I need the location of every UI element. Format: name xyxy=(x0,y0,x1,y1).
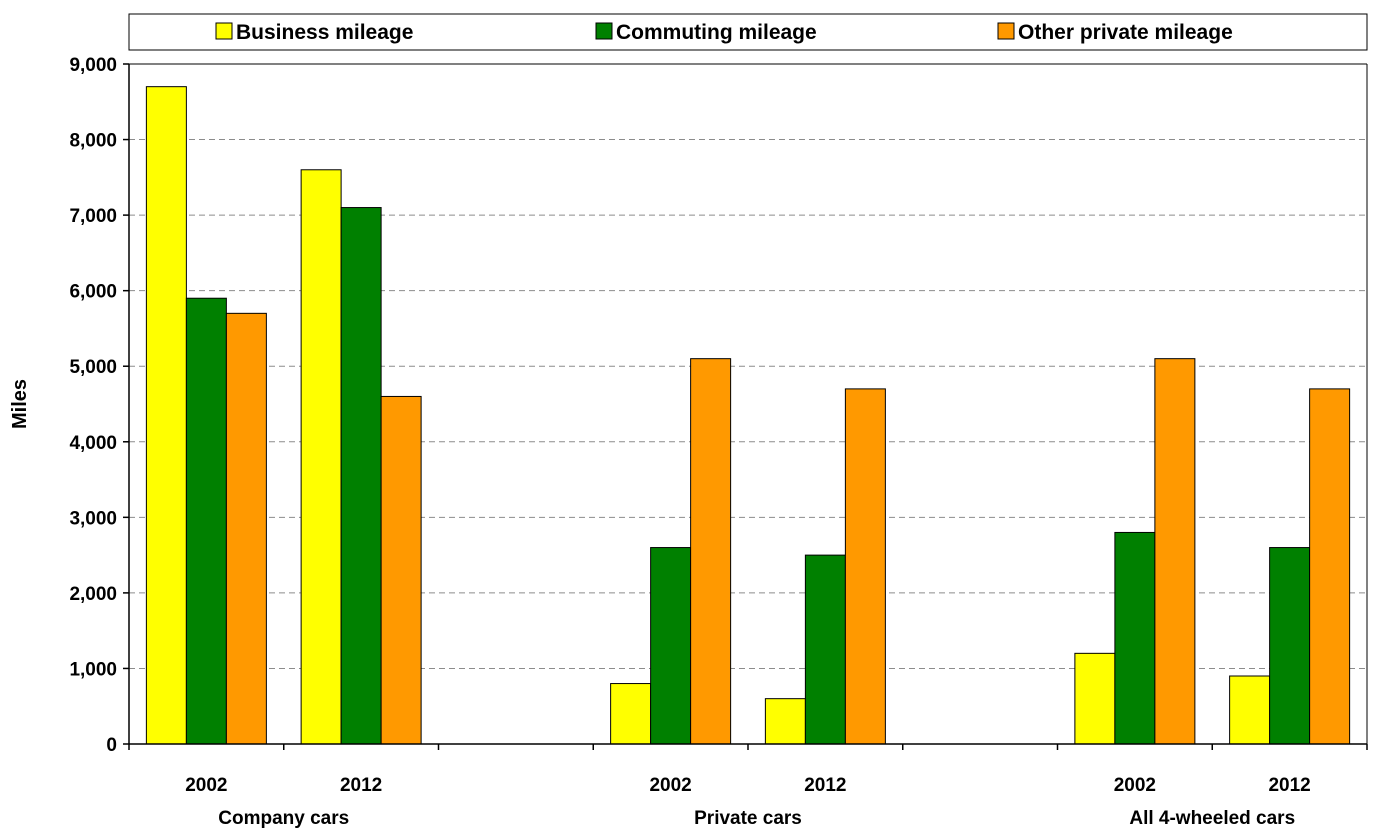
y-tick-label: 5,000 xyxy=(69,357,117,378)
y-axis-ticks: 0 1,000 2,000 3,000 4,000 5,000 6,000 7,000 8,00… xyxy=(69,55,117,756)
y-tick-label: 6,000 xyxy=(69,282,117,303)
bar xyxy=(1154,358,1196,745)
bar xyxy=(764,698,806,745)
bar xyxy=(844,388,886,745)
x-category-label: 2002 xyxy=(185,775,227,796)
y-tick-label: 1,000 xyxy=(69,659,117,680)
bar xyxy=(1269,547,1311,745)
bar xyxy=(185,297,227,745)
x-group-label: Company cars xyxy=(218,808,349,829)
bar xyxy=(145,86,187,745)
x-category-label: 2012 xyxy=(1268,775,1310,796)
legend-label: Other private mileage xyxy=(1018,21,1233,44)
y-tick-label: 2,000 xyxy=(69,584,117,605)
bar xyxy=(340,207,382,745)
bar xyxy=(804,554,846,745)
y-tick-label: 3,000 xyxy=(69,508,117,529)
y-tick-label: 9,000 xyxy=(69,55,117,76)
bar xyxy=(380,395,422,745)
legend-swatch xyxy=(215,22,233,40)
axes xyxy=(123,63,1368,750)
bar xyxy=(690,358,732,745)
bar xyxy=(1229,675,1271,745)
y-tick-label: 7,000 xyxy=(69,206,117,227)
legend-label: Commuting mileage xyxy=(616,21,817,44)
x-category-label: 2002 xyxy=(1114,775,1156,796)
legend-box xyxy=(128,13,1368,51)
legend: Business mileage Commuting mileage Other p… xyxy=(128,13,1368,51)
bar xyxy=(1074,652,1116,745)
y-tick-label: 8,000 xyxy=(69,131,117,152)
x-category-label: 2012 xyxy=(804,775,846,796)
x-category-label: 2012 xyxy=(340,775,382,796)
legend-swatch xyxy=(595,22,613,40)
bars xyxy=(145,86,1351,745)
bar xyxy=(610,683,652,745)
y-axis-title: Miles xyxy=(9,379,31,429)
legend-swatch xyxy=(997,22,1015,40)
bar xyxy=(225,312,267,745)
legend-label: Business mileage xyxy=(236,21,413,44)
y-tick-label: 0 xyxy=(106,735,117,756)
x-axis-labels: 2002 2012 2002 2012 2002 2012 Company cars Priv… xyxy=(185,775,1311,829)
bar xyxy=(650,547,692,745)
bar xyxy=(1309,388,1351,745)
x-category-label: 2002 xyxy=(649,775,691,796)
x-group-label: Private cars xyxy=(694,808,802,829)
x-group-label: All 4-wheeled cars xyxy=(1129,808,1295,829)
bar xyxy=(1114,531,1156,745)
y-tick-label: 4,000 xyxy=(69,433,117,454)
bar xyxy=(300,169,342,745)
